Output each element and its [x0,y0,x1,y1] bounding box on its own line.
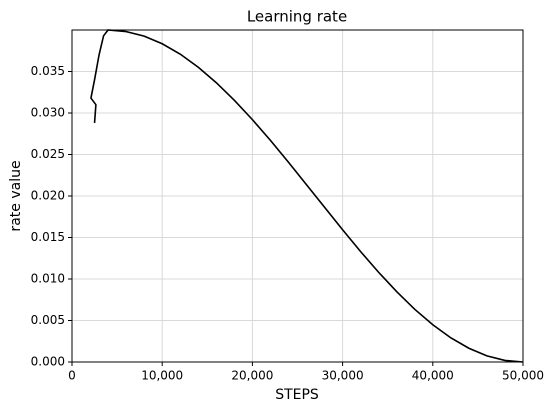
y-tick-label: 0.020 [31,189,65,203]
x-tick-label: 30,000 [322,369,364,383]
line-series [90,29,524,363]
y-tick-label: 0.035 [31,64,65,78]
y-tick-label: 0.010 [31,272,65,286]
y-axis-label: rate value [8,160,24,231]
y-tick-label: 0.025 [31,147,65,161]
plot-frame [71,29,524,363]
x-axis-label: STEPS [275,387,319,403]
x-tick-label: 0 [68,369,76,383]
y-tick-label: 0.005 [31,313,65,327]
chart-title: Learning rate [247,8,347,26]
x-tick-label: 20,000 [231,369,273,383]
y-tick-label: 0.015 [31,230,65,244]
y-tick-label: 0.000 [31,355,65,369]
y-tick-label: 0.030 [31,106,65,120]
x-tick-label: 40,000 [412,369,454,383]
x-tick-label: 50,000 [502,369,544,383]
x-tick-label: 10,000 [141,369,183,383]
